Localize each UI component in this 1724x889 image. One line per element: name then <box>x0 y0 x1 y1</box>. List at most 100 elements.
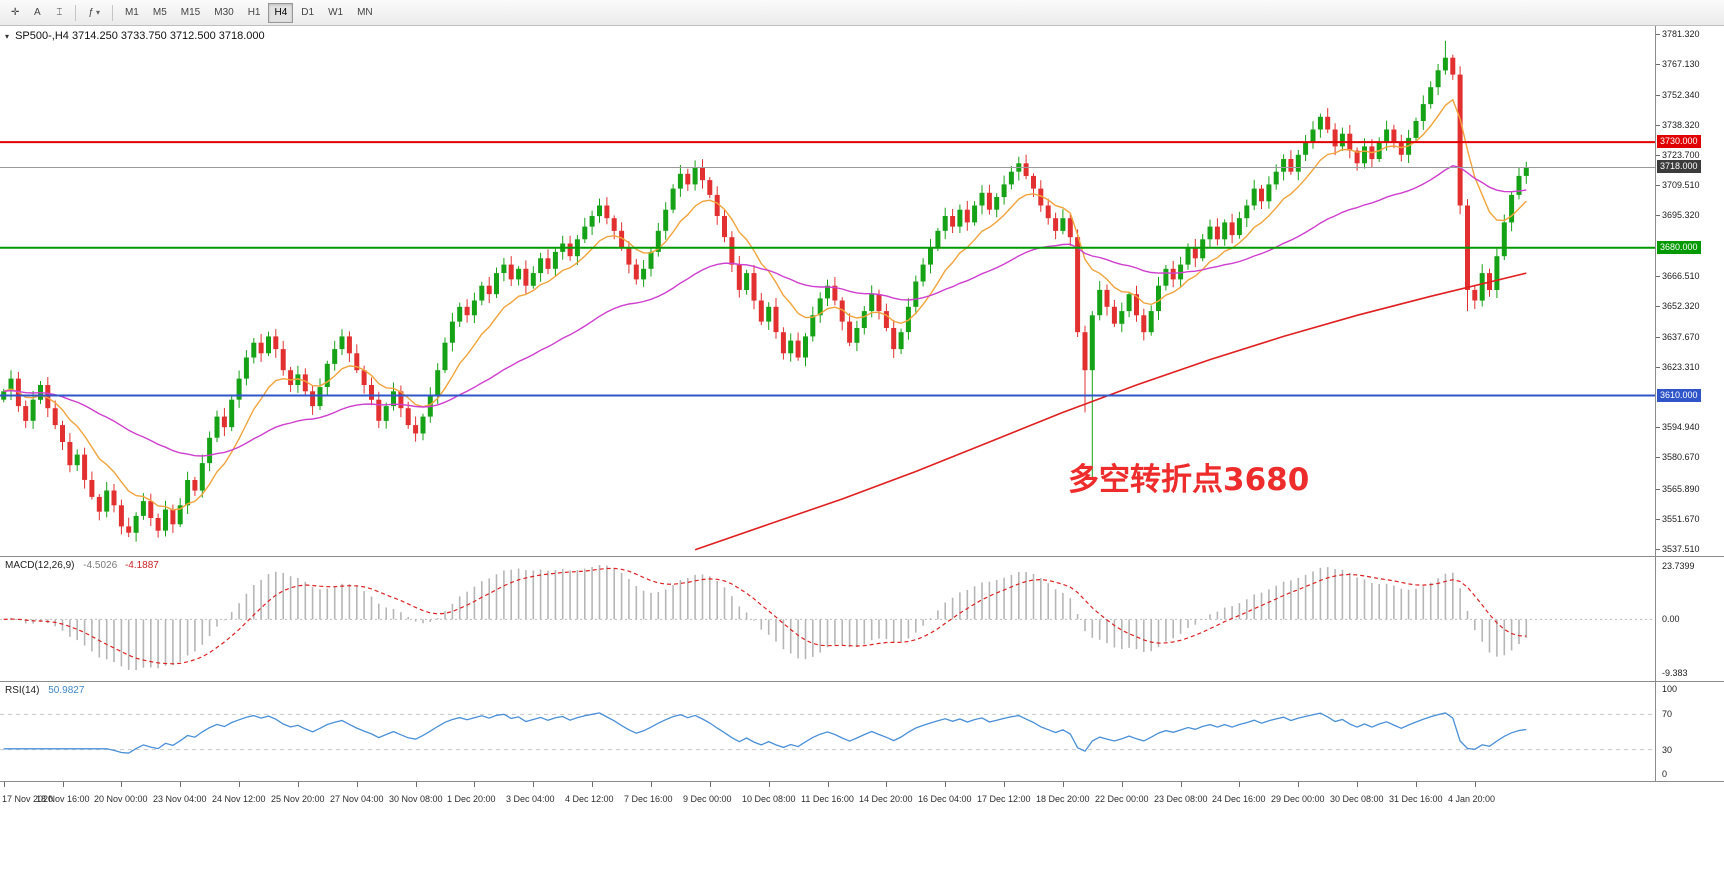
rsi-panel: 100 70 30 0 RSI(14) 50.9827 <box>0 681 1724 781</box>
timeframe-button-m5[interactable]: M5 <box>152 7 167 18</box>
price-axis-label: 3666.510 <box>1662 271 1700 282</box>
price-axis-tick <box>1656 64 1660 65</box>
price-chart-plot[interactable] <box>0 26 1655 556</box>
time-axis-tick <box>416 782 417 787</box>
rsi-axis[interactable]: 100 70 30 0 <box>1655 682 1724 781</box>
time-axis-label: 20 Nov 00:00 <box>94 794 148 804</box>
price-axis-label: 3738.320 <box>1662 119 1700 130</box>
time-axis-tick <box>63 782 64 787</box>
time-axis-label: 23 Dec 08:00 <box>1154 794 1208 804</box>
symbol-name: SP500-,H4 <box>15 30 69 42</box>
time-axis-label: 18 Nov 16:00 <box>36 794 90 804</box>
crosshair-tool-icon[interactable]: ✛ <box>11 7 20 18</box>
rsi-plot[interactable] <box>0 682 1655 781</box>
timeframe-button-mn[interactable]: MN <box>357 7 373 18</box>
time-axis-label: 24 Nov 12:00 <box>212 794 266 804</box>
price-axis-label: 3580.670 <box>1662 452 1700 463</box>
macd-header: MACD(12,26,9) -4.5026 -4.1887 <box>5 560 159 571</box>
time-axis-label: 11 Dec 16:00 <box>801 794 854 804</box>
time-axis-tick <box>533 782 534 787</box>
rsi-axis-label: 70 <box>1662 709 1673 720</box>
macd-axis-label: 0.00 <box>1662 614 1680 625</box>
ohlc-values: 3714.250 3733.750 3712.500 3718.000 <box>71 30 265 42</box>
time-axis-label: 29 Dec 00:00 <box>1271 794 1325 804</box>
price-level-badge: 3718.000 <box>1657 160 1701 174</box>
price-axis[interactable]: 3781.320 3767.130 3752.340 3738.320 3723.700… <box>1655 26 1724 556</box>
price-axis-tick <box>1656 34 1660 35</box>
time-axis-tick <box>1239 782 1240 787</box>
time-axis-tick <box>121 782 122 787</box>
time-axis-tick <box>1298 782 1299 787</box>
price-axis-label: 3723.700 <box>1662 150 1700 161</box>
price-axis-tick <box>1656 489 1660 490</box>
rsi-label: RSI(14) <box>5 685 40 696</box>
timeframe-button-h4[interactable]: H4 <box>268 2 294 23</box>
time-axis-label: 31 Dec 16:00 <box>1389 794 1443 804</box>
timeframe-button-m15[interactable]: M15 <box>180 7 201 18</box>
price-axis-tick <box>1656 215 1660 216</box>
time-axis-label: 7 Dec 16:00 <box>624 794 673 804</box>
time-axis-tick <box>592 782 593 787</box>
time-axis-tick <box>1181 782 1182 787</box>
time-axis-label: 23 Nov 04:00 <box>153 794 207 804</box>
price-axis-label: 3752.340 <box>1662 89 1700 100</box>
time-axis[interactable]: 17 Nov 2020 18 Nov 16:00 20 Nov 00:00 23 No… <box>0 781 1724 889</box>
price-axis-tick <box>1656 276 1660 277</box>
price-axis-label: 3623.310 <box>1662 362 1700 373</box>
indicators-button[interactable]: ƒ ▾ <box>82 3 106 23</box>
time-axis-tick <box>651 782 652 787</box>
price-level-badge: 3610.000 <box>1657 388 1701 402</box>
time-axis-label: 18 Dec 20:00 <box>1036 794 1090 804</box>
price-axis-tick <box>1656 125 1660 126</box>
timeframe-button-w1[interactable]: W1 <box>328 7 344 18</box>
time-axis-tick <box>474 782 475 787</box>
ibeam-tool-icon[interactable]: ⌶ <box>56 7 63 18</box>
time-axis-label: 3 Dec 04:00 <box>506 794 555 804</box>
time-axis-tick <box>239 782 240 787</box>
macd-signal-value: -4.1887 <box>124 560 159 571</box>
main-chart-panel: 3781.320 3767.130 3752.340 3738.320 3723.700… <box>0 26 1724 556</box>
time-axis-tick <box>298 782 299 787</box>
macd-plot[interactable] <box>0 557 1655 681</box>
timeframe-button-m30[interactable]: M30 <box>214 7 234 18</box>
time-axis-label: 27 Nov 04:00 <box>330 794 384 804</box>
time-axis-tick <box>769 782 770 787</box>
timeframe-button-m1[interactable]: M1 <box>124 7 139 18</box>
timeframe-button-h1[interactable]: H1 <box>247 7 261 18</box>
time-axis-tick <box>180 782 181 787</box>
toolbar-separator <box>75 4 77 21</box>
time-axis-label: 14 Dec 20:00 <box>859 794 913 804</box>
rsi-axis-label: 30 <box>1662 744 1673 755</box>
macd-panel: 23.7399 0.00 -9.383 MACD(12,26,9) -4.5026 … <box>0 556 1724 681</box>
text-tool-icon[interactable]: A <box>34 7 41 18</box>
price-axis-tick <box>1656 549 1660 550</box>
time-axis-label: 10 Dec 08:00 <box>742 794 796 804</box>
time-axis-tick <box>1416 782 1417 787</box>
price-axis-tick <box>1656 427 1660 428</box>
time-axis-tick <box>710 782 711 787</box>
price-axis-tick <box>1656 95 1660 96</box>
top-toolbar: ✛ A ⌶ ƒ ▾ M1 M5 M15 M30 H1 H4 D1 W1 MN <box>0 0 1724 26</box>
rsi-header: RSI(14) 50.9827 <box>5 685 84 696</box>
price-axis-tick <box>1656 306 1660 307</box>
rsi-axis-label: 100 <box>1662 684 1678 694</box>
price-axis-tick <box>1656 519 1660 520</box>
time-axis-label: 1 Dec 20:00 <box>447 794 496 804</box>
drawing-tools-group: ✛ A ⌶ <box>4 3 70 23</box>
macd-axis[interactable]: 23.7399 0.00 -9.383 <box>1655 557 1724 681</box>
price-level-badge: 3730.000 <box>1657 135 1701 149</box>
macd-label: MACD(12,26,9) <box>5 560 75 571</box>
time-axis-tick <box>886 782 887 787</box>
time-axis-tick <box>1475 782 1476 787</box>
time-axis-label: 17 Nov 2020 <box>2 794 54 804</box>
price-axis-tick <box>1656 337 1660 338</box>
time-axis-label: 4 Dec 12:00 <box>565 794 614 804</box>
price-axis-label: 3565.890 <box>1662 483 1700 494</box>
price-axis-tick <box>1656 185 1660 186</box>
time-axis-label: 30 Dec 08:00 <box>1330 794 1384 804</box>
timeframe-button-d1[interactable]: D1 <box>301 7 315 18</box>
time-axis-label: 24 Dec 16:00 <box>1212 794 1266 804</box>
price-axis-tick <box>1656 367 1660 368</box>
time-axis-tick <box>357 782 358 787</box>
